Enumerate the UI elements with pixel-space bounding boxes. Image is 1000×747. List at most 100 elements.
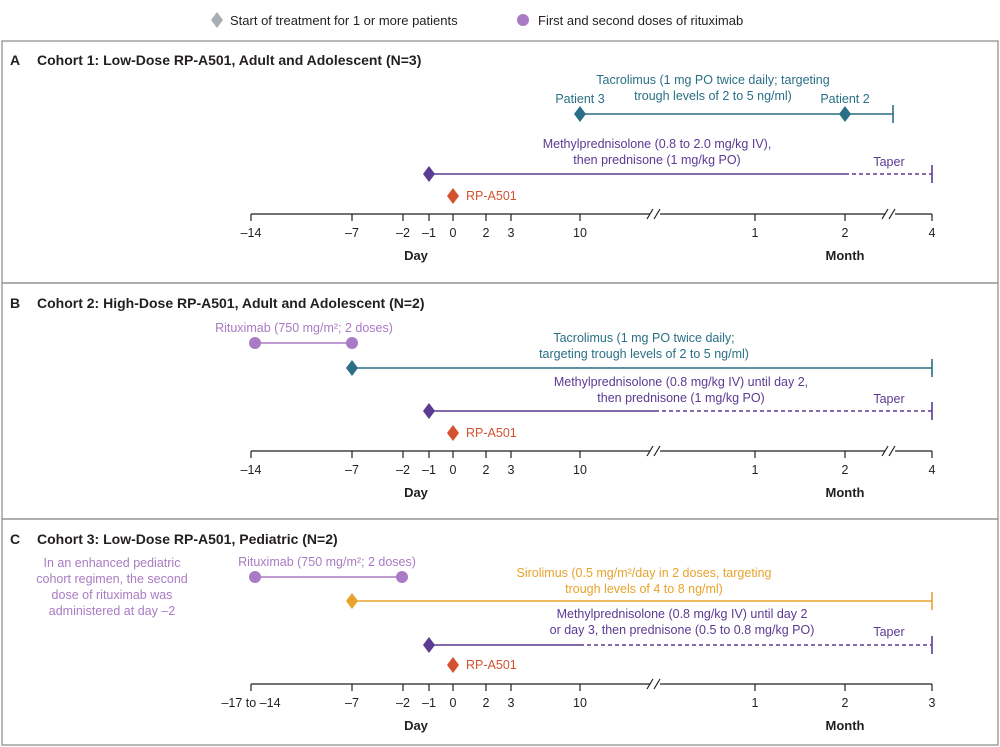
tacrolimus-label-line-2: targeting trough levels of 2 to 5 ng/ml): [539, 347, 749, 361]
rituximab-label: Rituximab (750 mg/m²; 2 doses): [215, 321, 393, 335]
axis-tick-label: –2: [396, 226, 410, 240]
axis-tick-label: 2: [483, 463, 490, 477]
panel-letter: C: [10, 531, 20, 547]
axis-tick-label: 1: [752, 463, 759, 477]
axis-tick-label: 10: [573, 226, 587, 240]
axis-tick-label: 3: [508, 696, 515, 710]
sirolimus-label-line-1: Sirolimus (0.5 mg/m²/day in 2 doses, tar…: [517, 566, 772, 580]
tacrolimus-start-patient-3: [574, 106, 586, 122]
axis-tick-label: –7: [345, 463, 359, 477]
axis-tick-label: 0: [450, 696, 457, 710]
panel-cohort-2: B Cohort 2: High-Dose RP-A501, Adult and …: [10, 295, 936, 500]
axis-tick-label: 1: [752, 696, 759, 710]
axis-tick-label: 2: [842, 226, 849, 240]
axis-break-gap: [885, 210, 895, 218]
axis-break-mark: [653, 208, 661, 220]
steroid-start: [423, 637, 435, 653]
steroid-start: [423, 166, 435, 182]
axis-tick-label: 4: [929, 226, 936, 240]
rp-a501-dose: [447, 425, 459, 441]
tacrolimus-label-line-1: Tacrolimus (1 mg PO twice daily; targeti…: [596, 73, 829, 87]
steroid-label-line-2: or day 3, then prednisone (0.5 to 0.8 mg…: [550, 623, 815, 637]
rituximab-dose-2: [346, 337, 358, 349]
rituximab-dose-1: [249, 571, 261, 583]
axis-tick-label: 3: [929, 696, 936, 710]
legend-diamond-icon: [211, 12, 223, 28]
axis-tick-label: –1: [422, 463, 436, 477]
panel-letter: B: [10, 295, 20, 311]
axis-month-label: Month: [826, 248, 865, 263]
panel-title: Cohort 3: Low-Dose RP-A501, Pediatric (N…: [37, 531, 338, 547]
sirolimus-label-line-2: trough levels of 4 to 8 ng/ml): [565, 582, 723, 596]
axis-tick-label: –14: [241, 463, 262, 477]
panel-frame-cohort-2: [1, 282, 999, 520]
axis-break-gap: [650, 210, 660, 218]
tacrolimus-label-line-2: trough levels of 2 to 5 ng/ml): [634, 89, 792, 103]
axis-tick-label: 10: [573, 696, 587, 710]
tacrolimus-start-patient-2: [839, 106, 851, 122]
steroid-label-line-2: then prednisone (1 mg/kg PO): [597, 391, 764, 405]
axis-break-gap: [650, 680, 660, 688]
axis-break-mark: [888, 445, 896, 457]
rp-a501-label: RP-A501: [466, 658, 517, 672]
rp-a501-dose: [447, 657, 459, 673]
axis-break-gap: [885, 447, 895, 455]
axis-break-mark: [646, 445, 654, 457]
axis-break-mark: [646, 678, 654, 690]
steroid-label-line-1: Methylprednisolone (0.8 mg/kg IV) until …: [557, 607, 808, 621]
panel-letter: A: [10, 52, 20, 68]
axis-tick-label: –1: [422, 226, 436, 240]
steroid-label-line-1: Methylprednisolone (0.8 to 2.0 mg/kg IV)…: [543, 137, 772, 151]
tacrolimus-label-line-1: Tacrolimus (1 mg PO twice daily;: [553, 331, 734, 345]
panel-cohort-1: A Cohort 1: Low-Dose RP-A501, Adult and A…: [10, 52, 936, 263]
axis-break-mark: [888, 208, 896, 220]
pediatric-regimen-note-line-1: In an enhanced pediatric: [44, 556, 181, 570]
axis-day-label: Day: [404, 485, 429, 500]
patient-2-label: Patient 2: [820, 92, 869, 106]
axis-day-label: Day: [404, 718, 429, 733]
axis-tick-label: 3: [508, 226, 515, 240]
axis-break-gap: [650, 447, 660, 455]
axis-break-mark: [881, 445, 889, 457]
steroid-taper-label: Taper: [873, 625, 904, 639]
legend-circle-icon: [517, 14, 529, 26]
axis-tick-label: –17 to –14: [221, 696, 280, 710]
axis-break-mark: [653, 445, 661, 457]
axis-break-mark: [881, 208, 889, 220]
steroid-taper-label: Taper: [873, 392, 904, 406]
axis-tick-label: –14: [241, 226, 262, 240]
panel-frame-cohort-3: [1, 518, 999, 746]
steroid-label-line-2: then prednisone (1 mg/kg PO): [573, 153, 740, 167]
legend-circle-label: First and second doses of rituximab: [538, 13, 743, 28]
steroid-taper-label: Taper: [873, 155, 904, 169]
steroid-start: [423, 403, 435, 419]
axis-tick-label: 2: [483, 696, 490, 710]
axis-month-label: Month: [826, 718, 865, 733]
legend: Start of treatment for 1 or more patient…: [211, 12, 743, 28]
rituximab-dose-2: [396, 571, 408, 583]
pediatric-regimen-note-line-4: administered at day –2: [49, 604, 176, 618]
axis-tick-label: 0: [450, 463, 457, 477]
axis-tick-label: 2: [842, 463, 849, 477]
axis-tick-label: 0: [450, 226, 457, 240]
rituximab-label: Rituximab (750 mg/m²; 2 doses): [238, 555, 416, 569]
axis-tick-label: –1: [422, 696, 436, 710]
rp-a501-label: RP-A501: [466, 189, 517, 203]
rp-a501-label: RP-A501: [466, 426, 517, 440]
axis-month-label: Month: [826, 485, 865, 500]
axis-tick-label: 4: [929, 463, 936, 477]
tacrolimus-start: [346, 360, 358, 376]
axis-tick-label: 2: [483, 226, 490, 240]
axis-tick-label: –7: [345, 226, 359, 240]
rp-a501-dose: [447, 188, 459, 204]
axis-tick-label: 10: [573, 463, 587, 477]
panel-frame-cohort-1: [1, 40, 999, 284]
rituximab-dose-1: [249, 337, 261, 349]
axis-tick-label: 3: [508, 463, 515, 477]
panel-title: Cohort 1: Low-Dose RP-A501, Adult and Ad…: [37, 52, 421, 68]
pediatric-regimen-note-line-3: dose of rituximab was: [52, 588, 173, 602]
axis-tick-label: 2: [842, 696, 849, 710]
axis-tick-label: –2: [396, 696, 410, 710]
